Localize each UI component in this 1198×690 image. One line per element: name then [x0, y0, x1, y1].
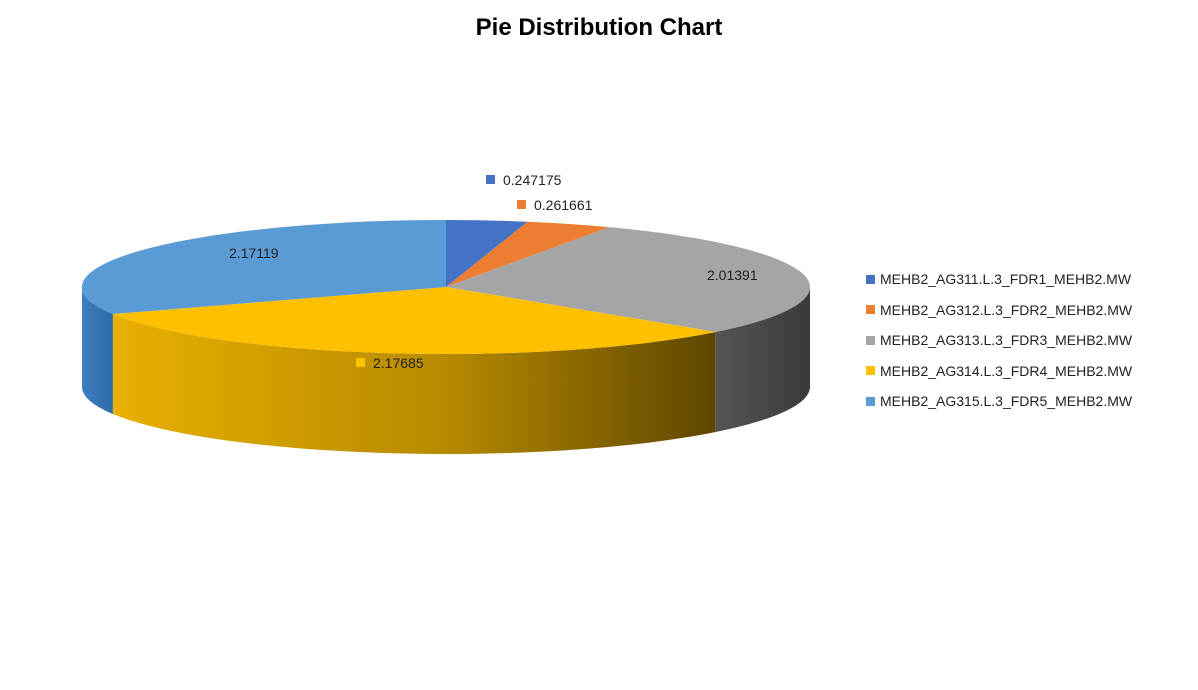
data-label: 2.01391 — [690, 267, 758, 283]
pie-slice-side — [82, 287, 113, 414]
legend-swatch — [866, 305, 875, 315]
legend-item: MEHB2_AG315.L.3_FDR5_MEHB2.MW — [866, 386, 1132, 417]
data-label: 2.17119 — [212, 245, 279, 261]
legend-swatch — [866, 396, 875, 406]
data-label-text: 0.261661 — [534, 197, 593, 213]
legend-swatch — [866, 366, 875, 376]
legend-label: MEHB2_AG314.L.3_FDR4_MEHB2.MW — [880, 362, 1133, 379]
legend-label: MEHB2_AG312.L.3_FDR2_MEHB2.MW — [880, 301, 1133, 318]
pie-slice — [446, 220, 528, 287]
data-label: 2.17685 — [356, 355, 424, 371]
legend-swatch — [866, 335, 875, 345]
legend-item: MEHB2_AG312.L.3_FDR2_MEHB2.MW — [866, 295, 1132, 326]
chart-title: Pie Distribution Chart — [475, 14, 723, 41]
pie-slice — [446, 221, 610, 287]
pie-slice — [112, 287, 716, 355]
pie-slice — [81, 219, 446, 314]
pie-slice-side — [112, 313, 716, 454]
data-label: 0.247175 — [486, 172, 562, 188]
data-label-text: 2.17119 — [229, 245, 279, 261]
pie-slice-side — [715, 287, 810, 432]
legend-item: MEHB2_AG313.L.3_FDR3_MEHB2.MW — [866, 325, 1132, 356]
data-label-text: 2.17685 — [373, 355, 424, 371]
legend-item: MEHB2_AG311.L.3_FDR1_MEHB2.MW — [866, 264, 1132, 295]
legend-swatch — [866, 274, 875, 284]
legend-label: MEHB2_AG311.L.3_FDR1_MEHB2.MW — [880, 271, 1132, 288]
legend: MEHB2_AG311.L.3_FDR1_MEHB2.MW MEHB2_AG312… — [866, 264, 1132, 417]
data-label: 0.261661 — [517, 197, 593, 213]
legend-label: MEHB2_AG313.L.3_FDR3_MEHB2.MW — [880, 332, 1133, 349]
pie-slice — [446, 227, 811, 332]
data-label-text: 2.01391 — [707, 267, 758, 283]
data-label-text: 0.247175 — [503, 172, 562, 188]
legend-label: MEHB2_AG315.L.3_FDR5_MEHB2.MW — [880, 393, 1133, 410]
legend-item: MEHB2_AG314.L.3_FDR4_MEHB2.MW — [866, 356, 1132, 387]
